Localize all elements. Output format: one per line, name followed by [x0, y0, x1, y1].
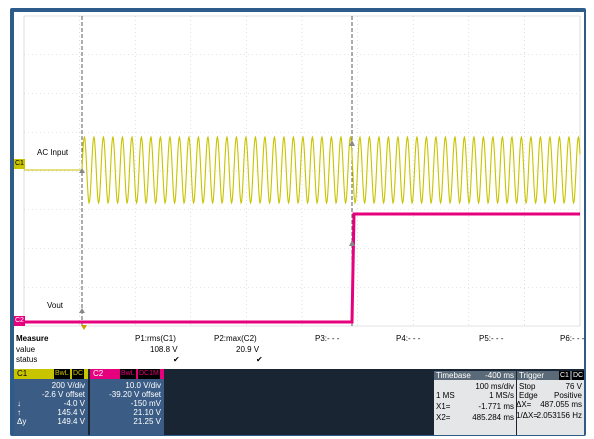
ch2-body: 10.0 V/div -39.20 V offset -150 mV 21.10…	[90, 379, 164, 435]
trigger-slope: Positive	[553, 391, 582, 400]
measure-p2-header[interactable]: P2:max(C2)	[214, 334, 257, 343]
ch1-descriptor[interactable]: C1 BwL DC 200 V/div -2.6 V offset ↓ -4.0 …	[14, 369, 88, 435]
timebase-tdiv: 100 ms/div	[475, 382, 514, 391]
inverse-delta-x-label: 1/ΔX=	[516, 411, 539, 420]
timebase-delay: -400 ms	[485, 371, 514, 380]
ch1-header: C1 BwL DC	[14, 369, 88, 379]
measure-status-label: status	[16, 355, 38, 364]
ch2-cursor1-value: -150 mV	[130, 399, 161, 408]
waveform-svg	[23, 15, 581, 330]
ac-input-label: AC Input	[36, 148, 70, 158]
ch2-offset: -39.20 V offset	[109, 390, 161, 399]
measure-p2-status-icon: ✔	[256, 355, 263, 364]
trigger-mode: Stop	[519, 382, 536, 391]
ch2-waveform	[24, 212, 580, 324]
trigger-level: 76 V	[565, 382, 582, 391]
measure-p4-header[interactable]: P4:- - -	[396, 334, 421, 343]
ch1-vdiv: 200 V/div	[51, 381, 85, 390]
ch2-cursor2-value: 21.10 V	[133, 408, 161, 417]
cursor-x2-label: X2=	[436, 413, 451, 422]
ch1-cursor2-value: 145.4 V	[57, 408, 85, 417]
trigger-position-marker	[81, 325, 87, 330]
cursor-x1-marker-lower	[79, 308, 85, 313]
trigger-type: Edge	[519, 391, 538, 400]
timebase-label: Timebase	[436, 371, 471, 380]
trigger-coupling-badge: DC	[572, 371, 585, 380]
measure-p2-value: 20.9 V	[236, 345, 260, 354]
ch2-name: C2	[93, 369, 104, 378]
measure-p1-value: 108.8 V	[150, 345, 178, 354]
ch1-waveform	[24, 135, 581, 205]
ch1-offset: -2.6 V offset	[42, 390, 85, 399]
delta-x-value: 487.055 ms	[540, 400, 582, 409]
ch1-delta-value: 149.4 V	[57, 417, 85, 426]
measure-table: Measure P1:rms(C1) P2:max(C2) P3:- - - P…	[14, 331, 584, 369]
ch1-ground-marker[interactable]: C1	[14, 159, 25, 169]
ch1-body: 200 V/div -2.6 V offset ↓ -4.0 V ↑ 145.4 V…	[14, 379, 88, 435]
delta-x-readout: ΔX= 487.055 ms 1/ΔX= 2.053156 Hz	[516, 400, 584, 420]
measure-p3-header[interactable]: P3:- - -	[315, 334, 340, 343]
delta-x-label: ΔX=	[516, 400, 532, 409]
measure-p1-header[interactable]: P1:rms(C1)	[135, 334, 176, 343]
ch2-header: C2 BwL DC1M	[90, 369, 164, 379]
ch1-cursor1-value: -4.0 V	[63, 399, 85, 408]
cursor-x1-value: -1.771 ms	[478, 402, 514, 411]
measure-value-label: value	[16, 345, 36, 354]
measure-status-row: status ✔ ✔	[14, 355, 584, 365]
cursor-x2-marker-upper	[349, 140, 355, 146]
ch1-cursor2-icon: ↑	[17, 408, 21, 417]
trigger-source-badge: C1	[559, 371, 570, 380]
ch2-delta-value: 21.25 V	[133, 417, 161, 426]
trigger-label: Trigger	[519, 371, 545, 380]
cursor-x2-value: 485.284 ms	[472, 413, 514, 422]
ch1-coupling-badge: DC	[72, 369, 85, 379]
inverse-delta-x-value: 2.053156 Hz	[536, 411, 582, 420]
cursor-x1-marker-upper	[79, 168, 85, 173]
ch2-ground-marker[interactable]: C2	[14, 316, 25, 326]
ch1-cursor1-icon: ↓	[17, 399, 21, 408]
measure-header-row: Measure P1:rms(C1) P2:max(C2) P3:- - - P…	[14, 334, 584, 344]
timebase-descriptor[interactable]: Timebase -400 ms 100 ms/div 1 MS 1 MS/s X1…	[434, 371, 516, 435]
ch2-vdiv: 10.0 V/div	[125, 381, 161, 390]
info-panel: C1 BwL DC 200 V/div -2.6 V offset ↓ -4.0 …	[14, 369, 585, 435]
measure-p5-header[interactable]: P5:- - -	[479, 334, 504, 343]
measure-p1-status-icon: ✔	[173, 355, 180, 364]
measure-value-row: value 108.8 V 20.9 V	[14, 345, 584, 355]
ch2-coupling-badge: DC1M	[138, 369, 160, 379]
timebase-samples: 1 MS	[436, 391, 455, 400]
ch2-descriptor[interactable]: C2 BwL DC1M 10.0 V/div -39.20 V offset -…	[90, 369, 164, 435]
cursor-x2-marker-lower	[349, 240, 355, 246]
vout-label: Vout	[46, 301, 65, 311]
measure-title: Measure	[16, 334, 49, 343]
ch2-bw-badge: BwL	[120, 369, 136, 379]
measure-p6-header[interactable]: P6:- - -	[560, 334, 585, 343]
ch1-name: C1	[17, 369, 28, 378]
ch1-bw-badge: BwL	[54, 369, 70, 379]
trigger-descriptor[interactable]: Trigger C1 DC Stop 76 V Edge Positive	[517, 371, 585, 435]
timebase-rate: 1 MS/s	[489, 391, 514, 400]
cursor-x1-label: X1=	[436, 402, 451, 411]
waveform-display[interactable]: AC Input Vout C1 C2	[14, 12, 584, 331]
ch1-delta-label: Δy	[17, 417, 27, 426]
